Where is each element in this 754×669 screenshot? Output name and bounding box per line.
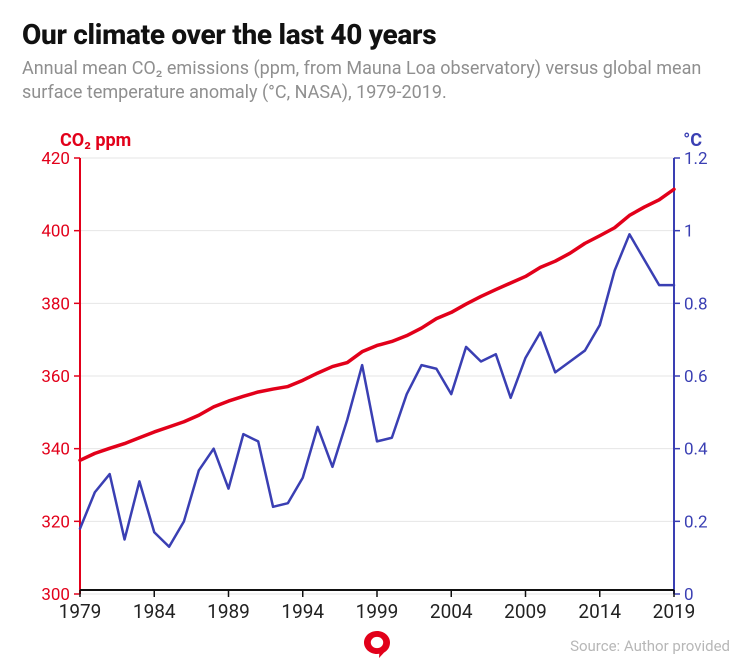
x-tick-label: 2004 — [430, 600, 473, 623]
y-right-tick-label: 1.2 — [684, 149, 708, 169]
y-right-tick-label: 1 — [684, 221, 694, 241]
x-tick-label: 1989 — [207, 600, 250, 623]
x-tick-label: 2014 — [578, 600, 621, 623]
x-tick-label: 2009 — [504, 600, 547, 623]
y-left-tick-label: 420 — [41, 149, 70, 169]
y-left-label: CO₂ ppm — [60, 130, 131, 151]
source-label: Source: Author provided — [570, 637, 730, 655]
y-right-label: °C — [683, 130, 702, 151]
plot-bg — [22, 124, 732, 644]
y-left-tick-label: 320 — [41, 512, 70, 532]
x-tick-label: 2019 — [653, 600, 696, 623]
speech-bubble-icon — [362, 629, 392, 659]
y-right-tick-label: 0.4 — [684, 439, 708, 459]
dual-axis-line-chart: 30032034036038040042000.20.40.60.811.219… — [22, 124, 732, 644]
y-right-tick-label: 0.8 — [684, 294, 708, 314]
y-left-tick-label: 360 — [41, 367, 70, 387]
page-title: Our climate over the last 40 years — [22, 18, 732, 51]
y-left-tick-label: 340 — [41, 439, 70, 459]
y-right-tick-label: 0.6 — [684, 367, 708, 387]
x-tick-label: 1999 — [356, 600, 399, 623]
x-tick-label: 1984 — [133, 600, 176, 623]
chart-container: 30032034036038040042000.20.40.60.811.219… — [22, 124, 732, 644]
y-right-tick-label: 0.2 — [684, 512, 708, 532]
y-left-tick-label: 400 — [41, 221, 70, 241]
y-left-tick-label: 380 — [41, 294, 70, 314]
x-tick-label: 1979 — [59, 600, 102, 623]
page-subtitle: Annual mean CO₂ emissions (ppm, from Mau… — [22, 57, 722, 106]
x-tick-label: 1994 — [281, 600, 324, 623]
